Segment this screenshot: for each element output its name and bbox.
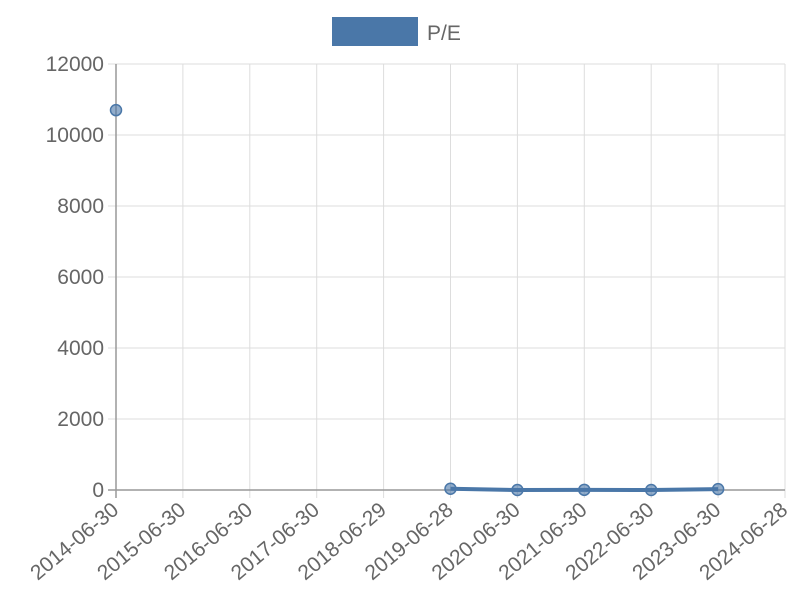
- y-tick-label: 8000: [57, 195, 104, 218]
- y-tick-label: 0: [92, 479, 104, 502]
- point: [444, 482, 457, 496]
- point: [711, 482, 725, 496]
- y-tick-label: 10000: [46, 124, 104, 147]
- point: [578, 483, 591, 497]
- y-tick-label: 6000: [57, 266, 104, 289]
- point: [644, 483, 658, 497]
- point: [109, 103, 123, 117]
- legend-label: P/E: [427, 22, 461, 45]
- y-tick-label: 2000: [57, 408, 104, 431]
- legend-swatch: [332, 17, 418, 46]
- y-tick-label: 4000: [57, 337, 104, 360]
- y-tick-label: 12000: [46, 53, 104, 76]
- point: [511, 483, 524, 497]
